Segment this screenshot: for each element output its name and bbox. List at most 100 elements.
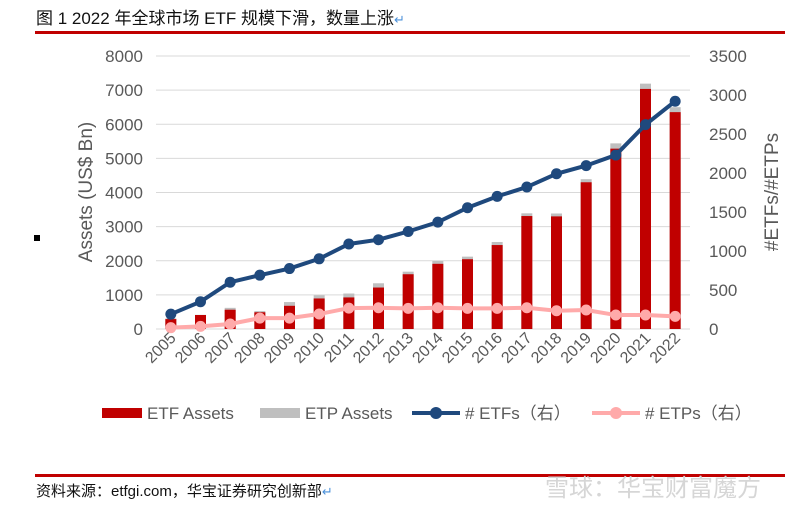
etps-point [373, 302, 384, 314]
y2-tick-label: 1000 [709, 242, 747, 261]
etps-point [402, 302, 414, 314]
legend-label: ETF Assets [147, 404, 234, 423]
y2-tick-label: 3500 [709, 47, 747, 66]
etps-point [580, 304, 592, 316]
y-tick-label: 6000 [105, 115, 143, 134]
etfs-point [195, 296, 206, 308]
y-tick-label: 8000 [105, 47, 143, 66]
y2-tick-label: 0 [709, 320, 718, 339]
etf-assets-bar [640, 88, 651, 329]
legend-label: # ETPs（右） [645, 404, 752, 423]
x-tick-label: 2013 [380, 330, 417, 367]
x-tick-label: 2007 [202, 330, 239, 367]
etfs-point [669, 95, 681, 107]
x-tick-label: 2009 [261, 330, 298, 367]
etps-point [462, 302, 473, 314]
return-mark: ↵ [394, 12, 405, 27]
y-tick-label: 7000 [105, 81, 143, 100]
etf-assets-bar [462, 259, 473, 329]
y2-tick-label: 2000 [709, 164, 747, 183]
bullet-mark [34, 235, 40, 241]
y2-tick-label: 3000 [709, 86, 747, 105]
x-tick-label: 2017 [498, 330, 535, 367]
legend: ETF Assets ETP Assets # ETFs（右） # ETPs（右） [102, 404, 752, 423]
etfs-point [580, 160, 592, 172]
x-tick-label: 2008 [231, 330, 268, 367]
y2-tick-label: 2500 [709, 125, 747, 144]
x-tick-label: 2015 [439, 330, 476, 367]
etps-point [521, 302, 533, 314]
etfs-point [402, 226, 414, 237]
etf-assets-bar [610, 148, 622, 329]
etfs-point [343, 238, 355, 250]
etfs-point [373, 234, 384, 246]
y-tick-label: 3000 [105, 218, 143, 237]
etfs-point [432, 216, 444, 228]
grid [156, 55, 690, 330]
figure-title: 图 1 2022 年全球市场 ETF 规模下滑，数量上涨↵ [36, 4, 405, 29]
etfs-line [170, 99, 677, 317]
y-tick-label: 2000 [105, 252, 143, 271]
etf-assets-bar [551, 216, 562, 329]
y-axis-label: Assets (US$ Bn) [76, 122, 97, 262]
etf-assets-bar [402, 274, 414, 329]
title-text: 图 1 2022 年全球市场 ETF 规模下滑，数量上涨 [36, 9, 394, 28]
y2-tick-label: 1500 [709, 203, 747, 222]
x-tick-label: 2020 [587, 330, 624, 367]
x-tick-label: 2019 [558, 330, 595, 367]
bottom-rule [35, 474, 785, 477]
etfs-point [165, 308, 177, 320]
etfs-point [284, 263, 295, 275]
x-tick-label: 2011 [321, 330, 357, 366]
etps-point [610, 309, 622, 321]
etps-point [284, 312, 295, 324]
chart: 0 1000 2000 3000 4000 5000 6000 7000 8000 0 500 100… [76, 47, 783, 423]
x-tick-label: 2005 [142, 330, 179, 367]
etps-point [165, 322, 177, 334]
etf-assets-bar [491, 245, 503, 329]
return-mark: ↵ [321, 484, 333, 499]
etps-line [170, 305, 676, 330]
etfs-point [462, 202, 473, 214]
etf-assets-bar [521, 216, 533, 329]
x-tick-label: 2006 [172, 330, 209, 367]
top-rule [35, 31, 785, 34]
etfs-point [313, 253, 325, 265]
etfs-point [491, 190, 503, 202]
legend-swatch-etf-assets [102, 408, 142, 418]
etps-point [313, 308, 325, 320]
bars [165, 83, 681, 330]
etf-assets-bar [580, 182, 592, 329]
etfs-point [551, 168, 562, 180]
x-tick-label: 2018 [528, 330, 565, 367]
etps-point [343, 302, 355, 314]
y2-axis-label: #ETFs/#ETPs [762, 133, 783, 251]
etf-assets-bar [669, 112, 681, 330]
etps-point [640, 309, 651, 321]
etps-point [254, 312, 266, 324]
etps-point [432, 302, 444, 314]
legend-marker-etfs [430, 407, 442, 419]
y-tick-label: 0 [134, 320, 143, 339]
y-tick-label: 1000 [105, 286, 143, 305]
etps-point [491, 302, 503, 314]
etfs-point [610, 149, 622, 161]
y-tick-label: 4000 [105, 184, 143, 203]
x-tick-label: 2022 [647, 330, 684, 367]
y2-tick-label: 500 [709, 281, 737, 300]
x-tick-label: 2012 [350, 330, 387, 367]
x-tick-label: 2014 [409, 330, 446, 367]
etps-point [224, 318, 236, 330]
etps-point [669, 310, 681, 322]
etfs-point [640, 119, 651, 131]
etfs-point [224, 276, 236, 288]
legend-marker-etps [610, 407, 622, 419]
legend-label: ETP Assets [305, 404, 393, 423]
legend-label: # ETFs（右） [465, 404, 571, 423]
x-tick-label: 2016 [469, 330, 506, 367]
legend-swatch-etp-assets [260, 408, 300, 418]
etfs-point [254, 269, 266, 281]
y-tick-label: 5000 [105, 149, 143, 168]
etf-assets-bar [432, 263, 444, 329]
